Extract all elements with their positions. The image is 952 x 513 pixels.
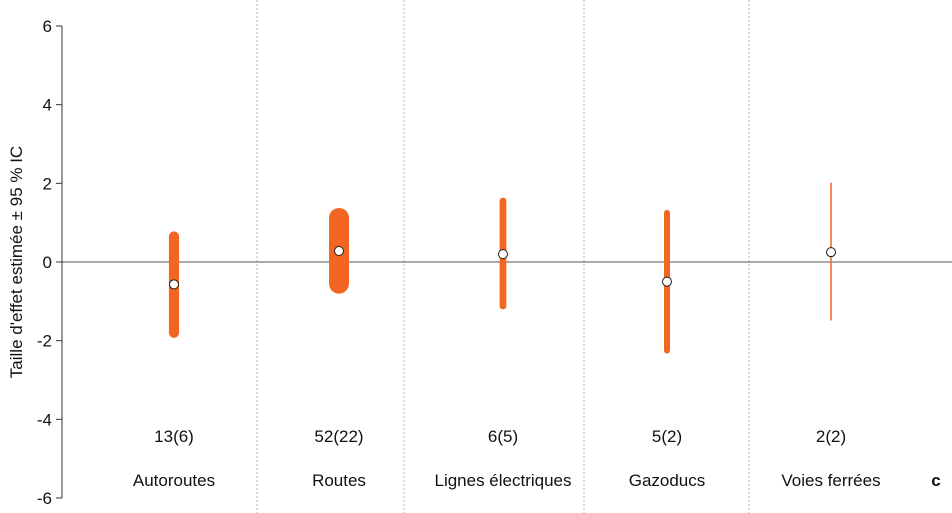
category-labels: Autoroutes Routes Lignes électriques Gazodu… [133,471,881,490]
y-axis-ticks: 6 4 2 0 -2 -4 -6 [37,17,62,508]
study-count-labels: 13(6) 52(22) 6(5) 5(2) 2(2) [154,427,846,446]
study-count-label: 6(5) [488,427,518,446]
study-count-label: 5(2) [652,427,682,446]
estimate-point [498,249,508,260]
category-label: Lignes électriques [434,471,571,490]
category-label: Routes [312,471,366,490]
category-separators [256,0,750,513]
y-tick-label: -6 [37,489,52,508]
category-label: Gazoducs [629,471,706,490]
y-tick-label: 0 [43,253,52,272]
estimate-point [662,276,672,287]
estimate-point [169,279,179,290]
y-tick-label: -2 [37,332,52,351]
confidence-intervals [168,182,832,354]
study-count-label: 2(2) [816,427,846,446]
y-tick-label: -4 [37,410,52,429]
y-tick-label: 4 [43,96,52,115]
y-tick-label: 2 [43,174,52,193]
category-label: Voies ferrées [781,471,880,490]
estimate-point [826,247,836,258]
study-count-label: 52(22) [314,427,363,446]
study-count-label: 13(6) [154,427,194,446]
y-axis-label: Taille d'effet estimée ± 95 % IC [7,146,26,378]
y-tick-label: 6 [43,17,52,36]
panel-letter: c [931,471,940,490]
effect-estimates [169,245,836,290]
estimate-point [334,245,344,256]
category-label: Autoroutes [133,471,215,490]
